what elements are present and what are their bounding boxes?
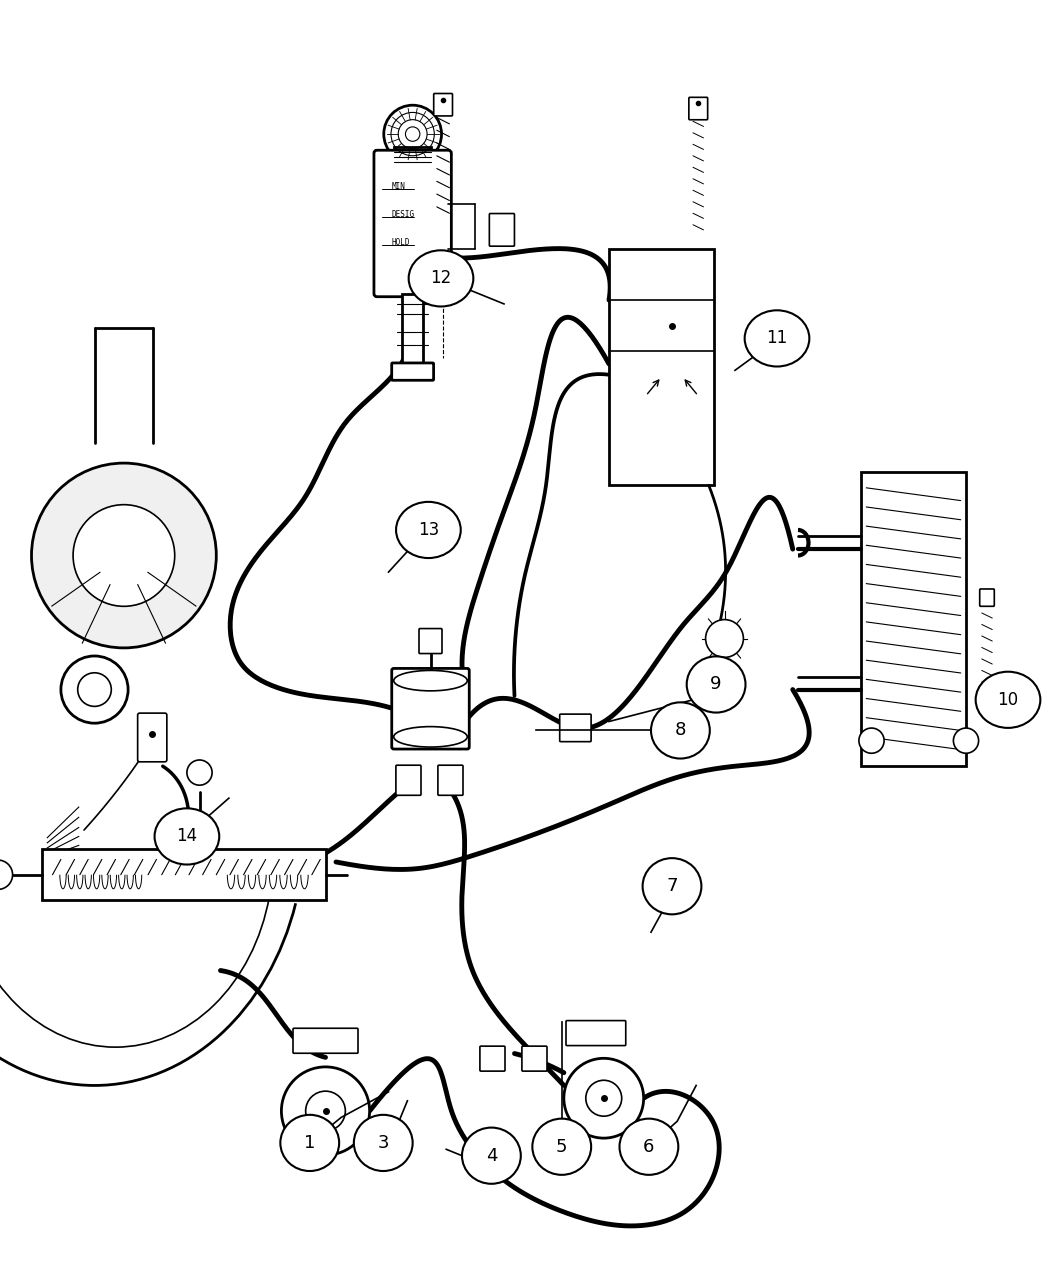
Circle shape [187,760,212,785]
Circle shape [384,105,442,163]
FancyBboxPatch shape [560,714,591,742]
Ellipse shape [354,1115,413,1171]
Text: DESIG: DESIG [392,211,415,220]
Text: 13: 13 [418,521,439,539]
FancyBboxPatch shape [138,713,167,762]
Text: 3: 3 [378,1134,388,1152]
Circle shape [306,1091,345,1131]
FancyBboxPatch shape [480,1046,505,1071]
Ellipse shape [396,502,461,558]
Text: 8: 8 [675,722,686,739]
Ellipse shape [532,1119,591,1175]
Ellipse shape [651,702,710,759]
Circle shape [859,728,884,753]
Text: 5: 5 [556,1138,567,1156]
Ellipse shape [687,656,746,713]
Circle shape [706,619,743,658]
FancyBboxPatch shape [438,765,463,796]
Circle shape [32,464,216,647]
Ellipse shape [408,250,474,306]
Polygon shape [395,147,432,153]
Text: 14: 14 [176,827,197,845]
Text: 10: 10 [998,691,1018,709]
Text: HOLD: HOLD [392,239,411,248]
Bar [861,472,966,766]
Circle shape [953,728,979,753]
Ellipse shape [394,670,467,691]
FancyBboxPatch shape [392,363,434,381]
Circle shape [0,859,13,890]
Text: 1: 1 [304,1134,315,1152]
FancyBboxPatch shape [689,97,708,120]
Ellipse shape [462,1128,521,1184]
Text: 12: 12 [430,269,452,287]
FancyBboxPatch shape [980,589,994,607]
Ellipse shape [744,310,810,366]
FancyBboxPatch shape [566,1020,626,1046]
Circle shape [74,504,174,607]
FancyBboxPatch shape [489,213,514,246]
Ellipse shape [154,808,219,865]
Circle shape [61,656,128,723]
Ellipse shape [620,1119,678,1175]
Circle shape [78,673,111,706]
Text: MIN: MIN [392,183,405,192]
FancyBboxPatch shape [392,668,469,750]
Circle shape [281,1066,370,1156]
Circle shape [564,1059,644,1138]
Ellipse shape [280,1115,339,1171]
Bar [609,249,714,485]
FancyBboxPatch shape [434,93,453,116]
Circle shape [586,1080,622,1116]
FancyBboxPatch shape [374,151,452,296]
Polygon shape [402,294,423,364]
Bar [42,849,326,900]
FancyBboxPatch shape [396,765,421,796]
FancyBboxPatch shape [419,628,442,654]
Ellipse shape [643,858,701,914]
Ellipse shape [975,672,1041,728]
Ellipse shape [394,727,467,747]
Text: 7: 7 [667,877,677,895]
Text: 4: 4 [486,1147,497,1165]
FancyBboxPatch shape [522,1046,547,1071]
Text: 11: 11 [766,329,788,347]
FancyBboxPatch shape [293,1028,358,1054]
Text: 6: 6 [644,1138,654,1156]
Text: 9: 9 [711,676,721,693]
